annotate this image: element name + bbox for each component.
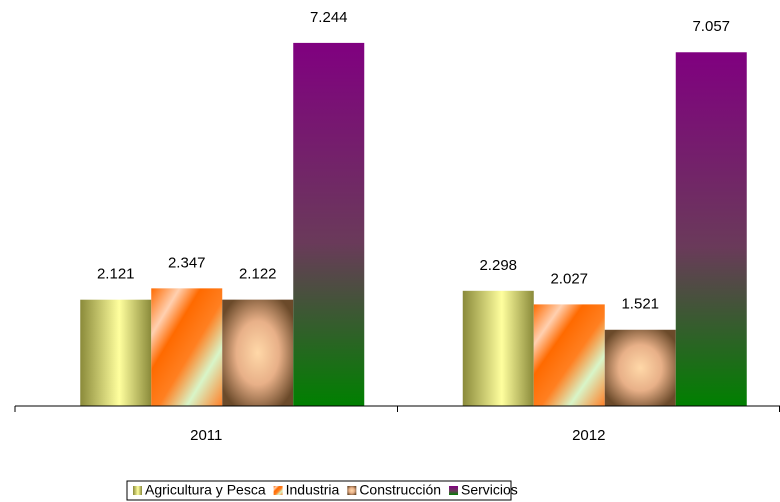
bar [222,299,294,406]
legend: Agricultura y Pesca Industria Construcción… [126,480,518,501]
legend-label: Servicios [461,482,518,498]
value-label: 7.057 [692,18,730,35]
x-tick-label: 2011 [190,427,222,444]
x-tick-label: 2012 [572,427,605,444]
bar [533,304,605,406]
legend-swatch [347,486,357,495]
value-label: 2.347 [168,254,206,271]
value-label: 2.027 [550,270,588,287]
bar [151,288,223,406]
bar [462,290,534,406]
value-label: 2.298 [479,257,517,274]
value-label: 2.122 [239,266,277,283]
bar [675,52,747,406]
legend-swatch [273,486,283,495]
bar [80,299,152,406]
legend-box [126,480,512,501]
bar [293,42,365,406]
legend-label: Agricultura y Pesca [145,482,266,498]
legend-swatch [133,486,142,495]
value-label: 7.244 [310,9,348,26]
legend-label: Construcción [359,482,441,498]
bar [604,329,676,406]
legend-swatch [449,486,459,495]
value-label: 1.521 [621,296,659,313]
legend-label: Industria [286,482,340,498]
value-label: 2.121 [97,266,135,283]
